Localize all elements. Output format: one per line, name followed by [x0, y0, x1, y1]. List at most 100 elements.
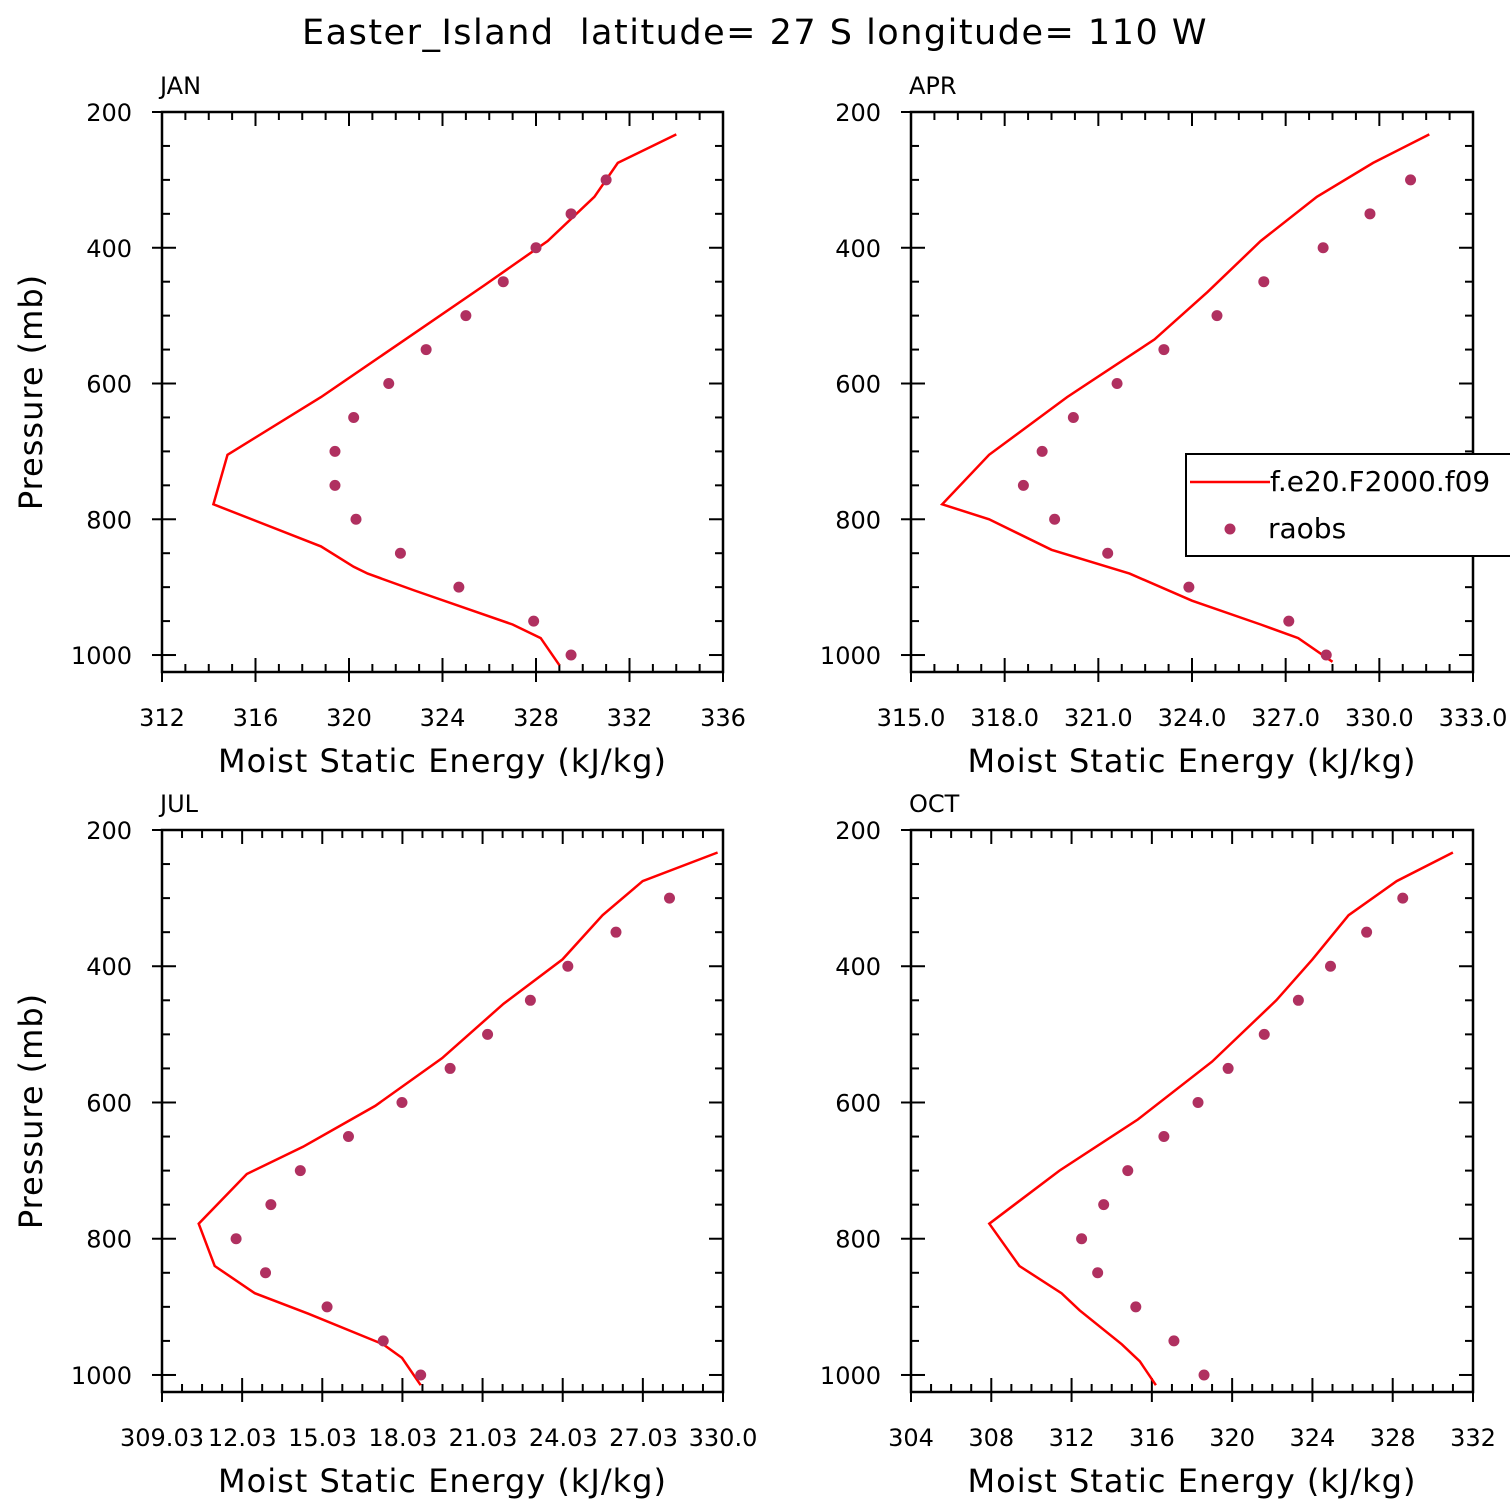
raobs-point [348, 411, 360, 423]
x-tick-label: 309.03 [120, 1424, 204, 1452]
x-tick-label: 18.03 [368, 1424, 437, 1452]
y-tick-label: 200 [86, 817, 132, 845]
x-tick-label: 24.03 [529, 1424, 598, 1452]
raobs-point [528, 615, 540, 627]
raobs-point [350, 513, 362, 525]
x-tick-label: 21.03 [449, 1424, 518, 1452]
figure-title: Easter_Island latitude= 27 S longitude= … [302, 13, 1208, 53]
legend-obs-label: raobs [1268, 512, 1346, 545]
raobs-point [1405, 174, 1417, 186]
raobs-point [1258, 1028, 1270, 1040]
raobs-point [497, 276, 509, 288]
y-axis-label: Pressure (mb) [12, 274, 50, 510]
x-tick-label: 324 [420, 704, 466, 732]
series-group [939, 133, 1430, 663]
raobs-point [1036, 445, 1048, 457]
plot-frame [909, 828, 1475, 1394]
x-tick-label: 27.03 [609, 1424, 678, 1452]
y-tick-label: 400 [835, 235, 881, 263]
raobs-point [1076, 1233, 1088, 1245]
y-tick-label: 1000 [71, 642, 132, 670]
raobs-point [1158, 1131, 1170, 1143]
x-tick-label: 308 [968, 1424, 1014, 1452]
raobs-point [1168, 1335, 1180, 1347]
panel-title: JAN [158, 72, 201, 100]
x-tick-label: 12.03 [208, 1424, 277, 1452]
panel-title: OCT [909, 790, 960, 818]
x-tick-label: 321.0 [1064, 704, 1133, 732]
y-tick-label: 800 [86, 1226, 132, 1254]
x-tick-label: 333.0 [1439, 704, 1508, 732]
raobs-point [565, 649, 577, 661]
raobs-point [1292, 994, 1304, 1006]
y-tick-label: 400 [835, 953, 881, 981]
raobs-point [565, 208, 577, 220]
raobs-point [1222, 1062, 1234, 1074]
y-tick-label: 200 [835, 99, 881, 127]
raobs-point [230, 1233, 242, 1245]
raobs-point [1324, 960, 1336, 972]
raobs-point [610, 926, 622, 938]
raobs-point [524, 994, 536, 1006]
x-tick-label: 330.0 [689, 1424, 758, 1452]
panel-jul: JUL 200 400 600 800 1000 309.03 12.03 15.03 18.03… [12, 790, 757, 1500]
raobs-point [1198, 1369, 1210, 1381]
x-axis-label: Moist Static Energy (kJ/kg) [218, 1462, 667, 1500]
raobs-point [1049, 513, 1061, 525]
x-axis-label: Moist Static Energy (kJ/kg) [968, 742, 1417, 780]
x-axis-label: Moist Static Energy (kJ/kg) [968, 1462, 1417, 1500]
panels: JAN 200 400 600 800 1000 312 316 320 324 328 332 336… [12, 72, 1507, 1500]
raobs-point [530, 242, 542, 254]
x-tick-label: 15.03 [288, 1424, 357, 1452]
raobs-point [260, 1267, 272, 1279]
x-tick-label: 332 [1450, 1424, 1496, 1452]
raobs-point [1192, 1096, 1204, 1108]
raobs-point [294, 1165, 306, 1177]
y-tick-label: 800 [86, 506, 132, 534]
model-line [211, 133, 677, 666]
raobs-point [460, 310, 472, 322]
y-tick-label: 200 [835, 817, 881, 845]
series-group [211, 133, 677, 666]
y-tick-label: 600 [86, 1089, 132, 1117]
y-tick-label: 600 [835, 371, 881, 399]
raobs-point [663, 892, 675, 904]
x-tick-label: 312 [139, 704, 185, 732]
raobs-point [420, 344, 432, 356]
x-tick-label: 312 [1049, 1424, 1095, 1452]
x-tick-label: 324.0 [1158, 704, 1227, 732]
x-tick-label: 316 [233, 704, 279, 732]
raobs-point [1183, 581, 1195, 593]
x-axis-label: Moist Static Energy (kJ/kg) [218, 742, 667, 780]
x-tick-label: 336 [700, 704, 746, 732]
x-tick-label: 320 [1209, 1424, 1255, 1452]
x-tick-label: 316 [1129, 1424, 1175, 1452]
x-tick-label: 328 [513, 704, 559, 732]
y-tick-label: 800 [835, 1226, 881, 1254]
raobs-point [1211, 310, 1223, 322]
panel-title: JUL [158, 790, 199, 818]
raobs-point [444, 1062, 456, 1074]
raobs-point [1122, 1165, 1134, 1177]
y-tick-label: 1000 [820, 1362, 881, 1390]
raobs-point [453, 581, 465, 593]
raobs-point [1017, 479, 1029, 491]
raobs-point [1111, 378, 1123, 390]
raobs-point [329, 479, 341, 491]
raobs-point [1067, 411, 1079, 423]
y-tick-label: 800 [835, 506, 881, 534]
model-line [939, 133, 1430, 663]
raobs-point [1283, 615, 1295, 627]
legend-box [1185, 453, 1510, 557]
raobs-point [1098, 1199, 1110, 1211]
plot-frame [160, 828, 725, 1394]
x-tick-label: 327.0 [1251, 704, 1320, 732]
raobs-point [1320, 649, 1332, 661]
x-tick-label: 328 [1370, 1424, 1416, 1452]
x-tick-label: 315.0 [877, 704, 946, 732]
model-line [197, 851, 719, 1386]
raobs-point [394, 547, 406, 559]
raobs-point [383, 378, 395, 390]
raobs-point [1102, 547, 1114, 559]
